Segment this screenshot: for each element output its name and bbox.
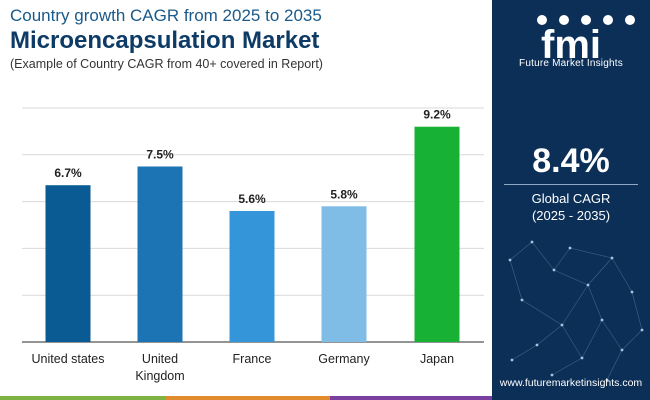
network-node <box>630 290 634 294</box>
chart-title-line1: Country growth CAGR from 2025 to 2035 <box>10 6 322 25</box>
footer-bar-segment <box>492 396 650 400</box>
bar <box>321 206 367 342</box>
x-tick-label: Kingdom <box>135 369 184 383</box>
logo-caption: Future Market Insights <box>519 58 623 69</box>
network-node <box>530 240 534 244</box>
footer-bar-segment <box>165 396 330 400</box>
network-node <box>520 298 524 302</box>
network-edge <box>561 284 589 326</box>
footer-bar-segment <box>0 396 165 400</box>
network-edge <box>509 259 523 301</box>
network-edge <box>531 241 555 271</box>
data-label: 5.8% <box>330 187 358 201</box>
network-edge <box>536 324 563 346</box>
network-edge <box>611 257 633 293</box>
bar <box>229 210 275 342</box>
bar <box>414 126 460 342</box>
network-node <box>580 356 584 360</box>
network-node <box>586 283 590 287</box>
network-edge <box>631 291 643 331</box>
website-link[interactable]: www.futuremarketinsights.com <box>499 377 643 389</box>
network-edge <box>551 357 583 376</box>
network-decoration-icon <box>508 240 644 382</box>
network-edge <box>569 247 613 259</box>
network-edge <box>553 247 571 271</box>
chart-title-line2: Microencapsulation Market <box>10 27 320 54</box>
network-edge <box>521 299 563 326</box>
chart-subtitle: (Example of Country CAGR from 40+ covere… <box>10 57 323 71</box>
network-node <box>550 373 554 377</box>
network-edge <box>601 319 623 351</box>
chart-header: Country growth CAGR from 2025 to 2035 Mi… <box>10 6 480 72</box>
network-node <box>600 318 604 322</box>
network-node <box>535 343 539 347</box>
network-node <box>560 323 564 327</box>
network-node <box>568 246 572 250</box>
divider <box>504 184 638 185</box>
network-edge <box>587 257 613 286</box>
x-tick-label: France <box>233 352 272 366</box>
network-edge <box>587 284 603 321</box>
bar <box>137 166 183 342</box>
network-node <box>508 258 512 262</box>
data-label: 6.7% <box>54 166 82 180</box>
x-tick-label: United states <box>32 352 105 366</box>
data-label: 7.5% <box>146 148 174 162</box>
fmi-logo-icon: fmi <box>537 15 635 67</box>
logo-wordmark: fmi <box>541 23 601 67</box>
network-edge <box>511 344 538 361</box>
network-edge <box>621 329 643 351</box>
x-tick-label: Japan <box>420 352 454 366</box>
network-edge <box>509 241 533 261</box>
data-label: 9.2% <box>423 108 451 122</box>
bar-chart: 6.7% United states 7.5% United Kingdom 5.6% Fr… <box>22 107 484 383</box>
network-node <box>610 256 614 260</box>
x-tick-label: United <box>142 352 178 366</box>
x-tick-label: Germany <box>318 352 370 366</box>
network-node <box>510 358 514 362</box>
network-edge <box>553 269 589 286</box>
network-edge <box>581 319 603 359</box>
sidebar-panel: fmi Future Market Insights 8.4% Global C… <box>492 0 650 400</box>
footer-bar-segment <box>330 396 492 400</box>
global-cagr-period: (2025 - 2035) <box>531 208 611 223</box>
network-edge <box>561 324 583 359</box>
network-node <box>620 348 624 352</box>
bar <box>45 185 91 342</box>
network-node <box>640 328 644 332</box>
network-node <box>552 268 556 272</box>
network-edge <box>606 349 623 381</box>
network-node <box>605 378 609 382</box>
data-label: 5.6% <box>238 192 266 206</box>
global-cagr-label: Global CAGR <box>531 191 611 206</box>
global-cagr-value: 8.4% <box>532 142 610 180</box>
